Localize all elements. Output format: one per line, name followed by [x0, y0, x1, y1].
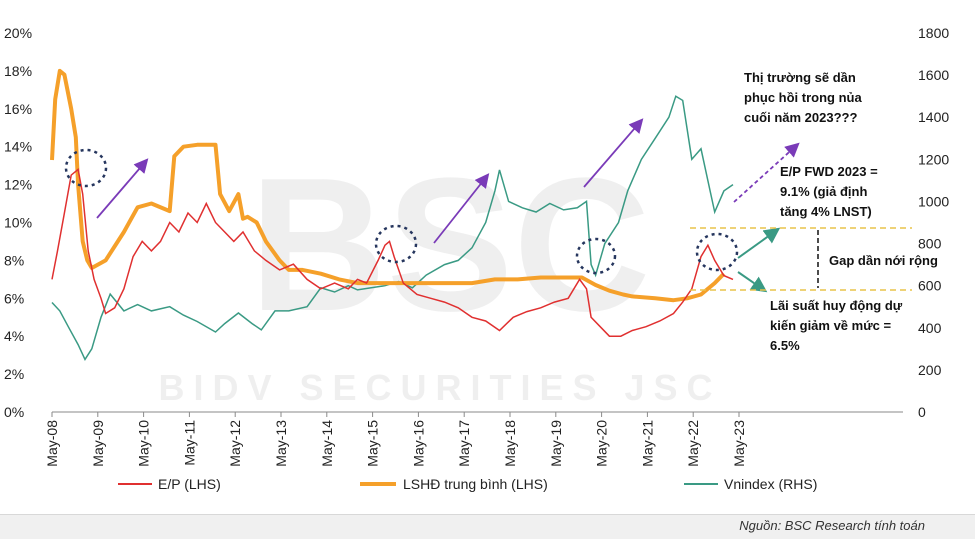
arrow-forecast [733, 142, 800, 203]
gap-arrows [737, 227, 781, 293]
arrow-2020 [583, 118, 644, 188]
annotation-fwd: E/P FWD 2023 = 9.1% (giả định tăng 4% LN… [780, 164, 878, 219]
left-axis-tick-label: 14% [4, 139, 32, 155]
left-axis-tick-label: 12% [4, 177, 32, 193]
left-axis-tick-label: 16% [4, 101, 32, 117]
right-axis-tick-label: 400 [918, 320, 942, 336]
x-axis-tick-label: May-22 [685, 420, 701, 467]
x-axis-tick-label: May-09 [90, 420, 106, 467]
gap-arrow-up [737, 227, 781, 259]
right-axis-tick-label: 1800 [918, 25, 949, 41]
right-axis-tick-label: 1000 [918, 193, 949, 209]
ep-series-line [51, 168, 734, 337]
x-axis-tick-label: May-23 [731, 420, 747, 467]
right-axis-tick-label: 800 [918, 236, 942, 252]
footer-bar: Nguồn: BSC Research tính toán [0, 514, 975, 539]
left-axis-tick-label: 10% [4, 215, 32, 231]
legend-rate-label: LSHĐ trung bình (LHS) [403, 476, 548, 492]
vnindex-series-line [51, 95, 734, 361]
x-axis-tick-label: May-13 [273, 420, 289, 467]
x-axis-tick-label: May-12 [227, 420, 243, 467]
circle-2015 [374, 224, 418, 264]
x-axis-tick-label: May-18 [502, 420, 518, 467]
left-axis-tick-label: 6% [4, 290, 24, 306]
left-axis-tick-label: 0% [4, 404, 24, 420]
annotation-fwd-line1: E/P FWD 2023 = [780, 164, 878, 179]
left-axis-tick-label: 2% [4, 366, 24, 382]
x-axis-tick-label: May-10 [136, 420, 152, 467]
x-axis-tick-label: May-11 [181, 420, 197, 466]
left-axis-tick-label: 18% [4, 63, 32, 79]
watermark-company-text: BIDV SECURITIES JSC [158, 367, 721, 408]
legend: E/P (LHS) LSHĐ trung bình (LHS) Vnindex … [118, 476, 817, 492]
circle-2022 [695, 232, 739, 272]
x-axis-tick-label: May-17 [456, 420, 472, 467]
x-axis-tick-label: May-20 [594, 420, 610, 467]
right-axis-tick-label: 0 [918, 404, 926, 420]
circle-2020 [575, 237, 617, 275]
annotation-fwd-line2: 9.1% (giả định [780, 184, 867, 199]
gap-arrow-down [737, 271, 768, 293]
annotation-fwd-line3: tăng 4% LNST) [780, 204, 872, 219]
left-axis-tick-label: 20% [4, 25, 32, 41]
right-axis: 0 200 400 600 800 1000 1200 1400 1600 1800 [918, 25, 949, 420]
highlight-circles [64, 148, 739, 275]
x-axis-tick-label: May-08 [44, 420, 60, 467]
arrow-2009 [96, 158, 149, 219]
right-axis-tick-label: 600 [918, 278, 942, 294]
left-axis: 0% 2% 4% 6% 8% 10% 12% 14% 16% 18% 20% [4, 25, 32, 420]
annotation-gap: Gap dần nới rộng [829, 253, 938, 268]
legend-index-label: Vnindex (RHS) [724, 476, 817, 492]
legend-ep-label: E/P (LHS) [158, 476, 221, 492]
x-axis-tick-label: May-14 [319, 420, 335, 467]
trend-arrows [96, 118, 800, 244]
annotation-outlook-line2: phục hồi trong nủa [744, 90, 862, 105]
annotation-rate-line1: Lãi suất huy động dự [770, 298, 903, 313]
source-note: Nguồn: BSC Research tính toán [739, 518, 925, 533]
right-axis-tick-label: 200 [918, 362, 942, 378]
annotation-outlook-line1: Thị trường sẽ dần [744, 70, 856, 85]
x-axis: May-08 May-09 May-10 May-11 May-12 May-13 May-… [44, 412, 747, 467]
arrow-2016 [433, 173, 490, 244]
annotation-outlook-line3: cuối năm 2023??? [744, 110, 857, 125]
annotation-rate-line3: 6.5% [770, 338, 800, 353]
x-axis-tick-label: May-21 [639, 420, 655, 467]
annotation-outlook: Thị trường sẽ dần phục hồi trong nủa cuố… [744, 70, 862, 125]
right-axis-tick-label: 1600 [918, 67, 949, 83]
x-axis-tick-label: May-16 [410, 420, 426, 467]
chart-area: BSC BIDV SECURITIES JSC 0% 2% 4% 6% 8% 10% 12%… [4, 25, 949, 492]
gap-markers [690, 227, 912, 291]
left-axis-tick-label: 8% [4, 252, 24, 268]
right-axis-tick-label: 1200 [918, 151, 949, 167]
x-axis-tick-label: May-19 [548, 420, 564, 467]
right-axis-tick-label: 1400 [918, 109, 949, 125]
annotation-rate: Lãi suất huy động dự kiến giảm về mức = … [770, 298, 903, 353]
circle-2008 [64, 148, 108, 188]
annotation-rate-line2: kiến giảm về mức = [770, 318, 891, 333]
deposit-rate-series-line [50, 68, 726, 303]
left-axis-tick-label: 4% [4, 328, 24, 344]
x-axis-tick-label: May-15 [365, 420, 381, 467]
bsc-watermark-logo: BSC BIDV SECURITIES JSC [158, 139, 721, 408]
watermark-logo-text: BSC [249, 139, 650, 351]
